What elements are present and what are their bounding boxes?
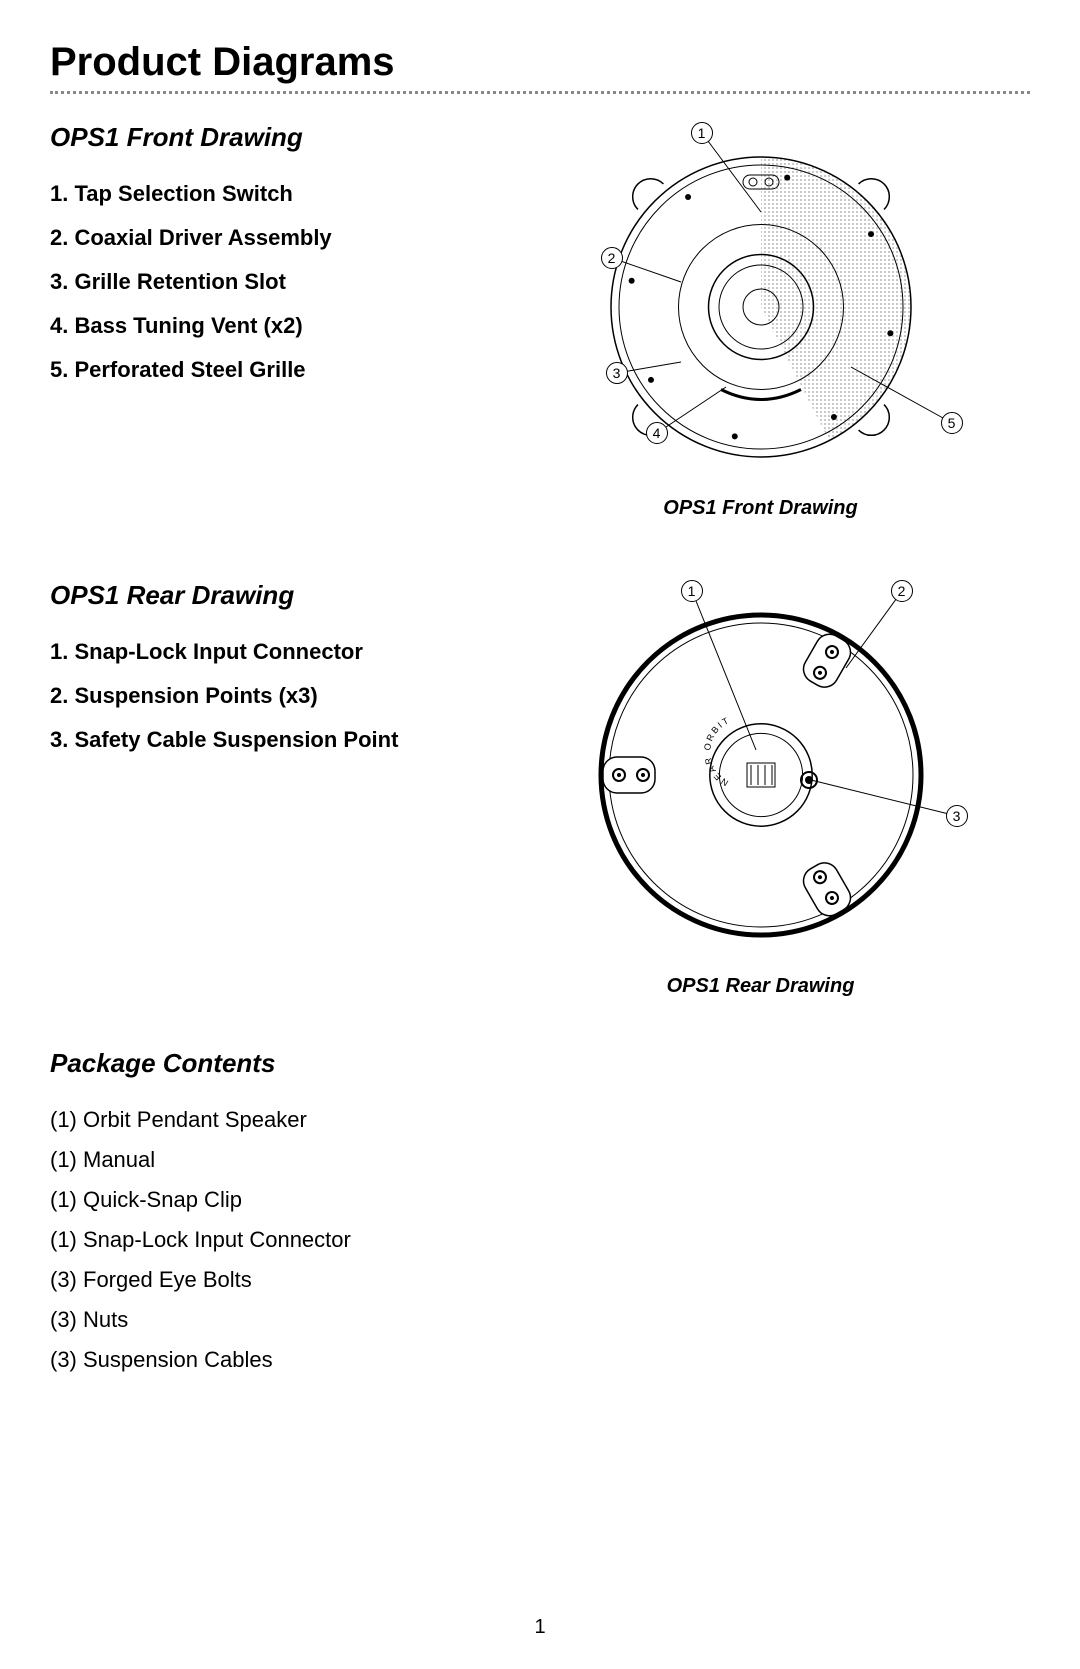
list-item: 2. Suspension Points (x3) <box>50 683 471 709</box>
front-diagram: 1 2 3 4 5 <box>551 122 971 482</box>
contents-section: Package Contents (1) Orbit Pendant Speak… <box>50 1048 1030 1373</box>
list-item: (1) Manual <box>50 1147 1030 1173</box>
rear-section: OPS1 Rear Drawing 1. Snap-Lock Input Con… <box>50 580 1030 998</box>
front-subtitle: OPS1 Front Drawing <box>50 122 471 153</box>
rear-text-column: OPS1 Rear Drawing 1. Snap-Lock Input Con… <box>50 580 491 998</box>
list-item: (1) Orbit Pendant Speaker <box>50 1107 1030 1133</box>
front-caption: OPS1 Front Drawing <box>491 497 1030 520</box>
callout-label: 2 <box>891 580 913 602</box>
contents-list: (1) Orbit Pendant Speaker (1) Manual (1)… <box>50 1107 1030 1373</box>
list-item: (3) Suspension Cables <box>50 1347 1030 1373</box>
front-parts-list: 1. Tap Selection Switch 2. Coaxial Drive… <box>50 181 471 383</box>
callout-label: 1 <box>691 122 713 144</box>
front-text-column: OPS1 Front Drawing 1. Tap Selection Swit… <box>50 122 491 520</box>
contents-subtitle: Package Contents <box>50 1048 1030 1079</box>
list-item: (3) Forged Eye Bolts <box>50 1267 1030 1293</box>
list-item: 3. Safety Cable Suspension Point <box>50 727 471 753</box>
page-title: Product Diagrams <box>50 40 1030 94</box>
callout-label: 4 <box>646 422 668 444</box>
callout-label: 1 <box>681 580 703 602</box>
list-item: 5. Perforated Steel Grille <box>50 357 471 383</box>
rear-caption: OPS1 Rear Drawing <box>491 975 1030 998</box>
rear-diagram: NEAR ORBIT123 <box>551 580 971 960</box>
callout-label: 2 <box>601 247 623 269</box>
rear-parts-list: 1. Snap-Lock Input Connector 2. Suspensi… <box>50 639 471 753</box>
list-item: 2. Coaxial Driver Assembly <box>50 225 471 251</box>
callout-label: 3 <box>606 362 628 384</box>
rear-diagram-column: NEAR ORBIT123 OPS1 Rear Drawing <box>491 580 1030 998</box>
list-item: 1. Snap-Lock Input Connector <box>50 639 471 665</box>
front-section: OPS1 Front Drawing 1. Tap Selection Swit… <box>50 122 1030 520</box>
list-item: (1) Snap-Lock Input Connector <box>50 1227 1030 1253</box>
callout-label: 5 <box>941 412 963 434</box>
callout-label: 3 <box>946 805 968 827</box>
list-item: 4. Bass Tuning Vent (x2) <box>50 313 471 339</box>
front-diagram-column: 1 2 3 4 5 OPS1 Front Drawing <box>491 122 1030 520</box>
list-item: (3) Nuts <box>50 1307 1030 1333</box>
rear-subtitle: OPS1 Rear Drawing <box>50 580 471 611</box>
list-item: 1. Tap Selection Switch <box>50 181 471 207</box>
list-item: 3. Grille Retention Slot <box>50 269 471 295</box>
page-number: 1 <box>534 1616 545 1639</box>
list-item: (1) Quick-Snap Clip <box>50 1187 1030 1213</box>
